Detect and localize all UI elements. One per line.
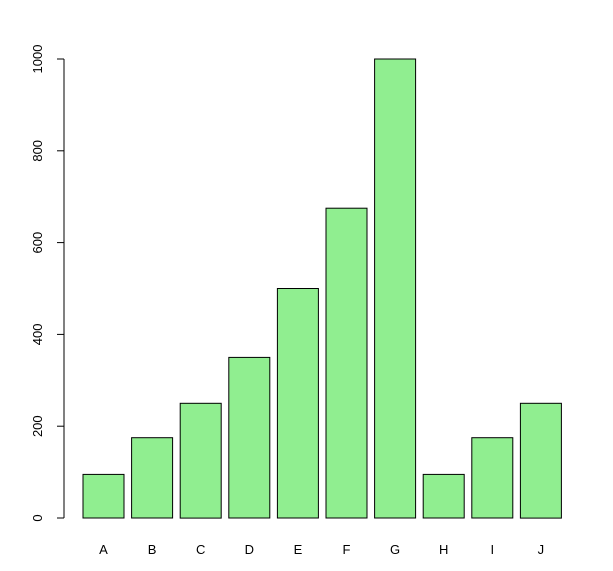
bar-e (276, 288, 319, 519)
bar-c (179, 402, 222, 519)
y-tick-label-400: 400 (30, 324, 45, 346)
x-tick-label-f: F (343, 542, 351, 557)
bar-b (131, 437, 174, 519)
x-tick-label-j: J (538, 542, 545, 557)
x-tick-label-g: G (390, 542, 400, 557)
bar-g (374, 58, 417, 519)
x-axis-labels: A B C D E F G H I J (99, 542, 544, 557)
bars-layer (82, 58, 562, 519)
x-tick-label-d: D (245, 542, 254, 557)
y-axis: 0 200 400 600 800 1000 (30, 45, 65, 522)
x-tick-label-a: A (99, 542, 108, 557)
x-tick-label-b: B (148, 542, 157, 557)
y-tick-label-600: 600 (30, 232, 45, 254)
bar-j (519, 402, 562, 519)
bar-d (228, 356, 271, 519)
x-tick-label-c: C (196, 542, 205, 557)
bar-h (422, 473, 465, 519)
y-tick-label-1000: 1000 (30, 45, 45, 74)
bar-f (325, 207, 368, 519)
x-tick-label-h: H (439, 542, 448, 557)
x-tick-label-i: I (490, 542, 494, 557)
y-tick-label-0: 0 (30, 514, 45, 521)
bar-i (471, 437, 514, 519)
bar-a (82, 473, 125, 519)
y-tick-label-200: 200 (30, 415, 45, 437)
x-tick-label-e: E (294, 542, 303, 557)
y-tick-label-800: 800 (30, 140, 45, 162)
